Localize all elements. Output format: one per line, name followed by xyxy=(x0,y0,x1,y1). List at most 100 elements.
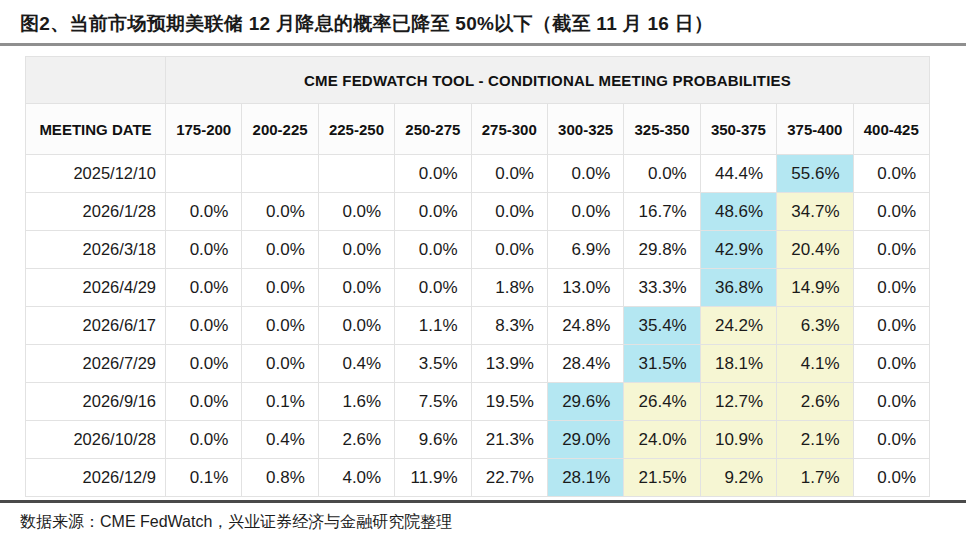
meeting-date-cell: 2026/9/16 xyxy=(26,383,166,421)
probability-cell xyxy=(318,155,394,193)
probability-cell: 4.1% xyxy=(777,345,853,383)
probability-cell: 0.4% xyxy=(242,421,318,459)
probability-cell xyxy=(166,155,242,193)
band-row: CME FEDWATCH TOOL - CONDITIONAL MEETING … xyxy=(26,57,930,104)
probability-cell: 16.7% xyxy=(624,193,700,231)
probability-cell: 0.0% xyxy=(853,345,929,383)
probability-cell: 0.0% xyxy=(166,193,242,231)
probability-cell: 18.1% xyxy=(700,345,776,383)
rate-range-header: 325-350 xyxy=(624,104,700,155)
table-row: 2026/4/290.0%0.0%0.0%0.0%1.8%13.0%33.3%3… xyxy=(26,269,930,307)
probability-cell: 2.1% xyxy=(777,421,853,459)
probability-cell: 3.5% xyxy=(395,345,471,383)
rate-range-header: 350-375 xyxy=(700,104,776,155)
fedwatch-probability-table: CME FEDWATCH TOOL - CONDITIONAL MEETING … xyxy=(25,56,930,497)
probability-cell: 29.6% xyxy=(547,383,623,421)
probability-cell: 44.4% xyxy=(700,155,776,193)
probability-cell: 31.5% xyxy=(624,345,700,383)
probability-cell: 0.0% xyxy=(624,155,700,193)
probability-cell: 13.9% xyxy=(471,345,547,383)
probability-cell: 34.7% xyxy=(777,193,853,231)
probability-cell: 19.5% xyxy=(471,383,547,421)
probability-cell: 1.8% xyxy=(471,269,547,307)
probability-cell: 24.2% xyxy=(700,307,776,345)
probability-cell: 0.0% xyxy=(853,421,929,459)
probability-cell: 0.0% xyxy=(318,269,394,307)
probability-cell: 21.3% xyxy=(471,421,547,459)
probability-cell: 12.7% xyxy=(700,383,776,421)
probability-cell: 0.0% xyxy=(853,155,929,193)
probability-cell: 1.1% xyxy=(395,307,471,345)
meeting-date-cell: 2026/6/17 xyxy=(26,307,166,345)
probability-cell: 36.8% xyxy=(700,269,776,307)
meeting-date-header: MEETING DATE xyxy=(26,104,166,155)
probability-cell: 0.1% xyxy=(242,383,318,421)
probability-cell: 9.6% xyxy=(395,421,471,459)
probability-cell: 0.0% xyxy=(853,231,929,269)
probability-cell: 0.0% xyxy=(395,155,471,193)
rate-range-header: 225-250 xyxy=(318,104,394,155)
table-row: 2026/9/160.0%0.1%1.6%7.5%19.5%29.6%26.4%… xyxy=(26,383,930,421)
probability-cell: 0.1% xyxy=(166,459,242,497)
probability-cell: 1.6% xyxy=(318,383,394,421)
probability-cell: 35.4% xyxy=(624,307,700,345)
probability-cell: 21.5% xyxy=(624,459,700,497)
probability-cell: 26.4% xyxy=(624,383,700,421)
probability-cell: 0.0% xyxy=(242,231,318,269)
probability-cell: 2.6% xyxy=(777,383,853,421)
meeting-date-cell: 2026/4/29 xyxy=(26,269,166,307)
report-figure: 图2、当前市场预期美联储 12 月降息的概率已降至 50%以下（截至 11 月 … xyxy=(0,0,966,533)
table-row: 2025/12/100.0%0.0%0.0%0.0%44.4%55.6%0.0% xyxy=(26,155,930,193)
table-row: 2026/7/290.0%0.0%0.4%3.5%13.9%28.4%31.5%… xyxy=(26,345,930,383)
rate-range-header: 275-300 xyxy=(471,104,547,155)
rate-range-header: 400-425 xyxy=(853,104,929,155)
column-header-row: MEETING DATE 175-200200-225225-250250-27… xyxy=(26,104,930,155)
probability-cell: 0.0% xyxy=(166,345,242,383)
probability-cell: 9.2% xyxy=(700,459,776,497)
probability-cell: 0.0% xyxy=(471,231,547,269)
probability-cell: 0.0% xyxy=(547,193,623,231)
probability-cell: 8.3% xyxy=(471,307,547,345)
probability-cell: 0.0% xyxy=(166,421,242,459)
probability-cell: 0.0% xyxy=(242,307,318,345)
probability-cell: 28.1% xyxy=(547,459,623,497)
probability-cell: 0.0% xyxy=(395,269,471,307)
table-row: 2026/12/90.1%0.8%4.0%11.9%22.7%28.1%21.5… xyxy=(26,459,930,497)
probability-cell: 55.6% xyxy=(777,155,853,193)
probability-cell: 0.8% xyxy=(242,459,318,497)
probability-cell: 6.9% xyxy=(547,231,623,269)
probability-cell: 0.0% xyxy=(547,155,623,193)
probability-cell: 33.3% xyxy=(624,269,700,307)
rate-range-header: 175-200 xyxy=(166,104,242,155)
rate-range-header: 250-275 xyxy=(395,104,471,155)
probability-cell: 7.5% xyxy=(395,383,471,421)
source-note: 数据来源：CME FedWatch，兴业证券经济与金融研究院整理 xyxy=(0,503,966,533)
probability-cell: 2.6% xyxy=(318,421,394,459)
meeting-date-cell: 2026/7/29 xyxy=(26,345,166,383)
probability-cell: 0.0% xyxy=(471,193,547,231)
probability-cell: 0.4% xyxy=(318,345,394,383)
probability-cell: 24.0% xyxy=(624,421,700,459)
table-band-title: CME FEDWATCH TOOL - CONDITIONAL MEETING … xyxy=(166,57,930,104)
probability-cell: 0.0% xyxy=(853,269,929,307)
probability-cell: 29.0% xyxy=(547,421,623,459)
probability-cell: 29.8% xyxy=(624,231,700,269)
probability-cell: 6.3% xyxy=(777,307,853,345)
table-row: 2026/3/180.0%0.0%0.0%0.0%0.0%6.9%29.8%42… xyxy=(26,231,930,269)
table-row: 2026/6/170.0%0.0%0.0%1.1%8.3%24.8%35.4%2… xyxy=(26,307,930,345)
corner-cell xyxy=(26,57,166,104)
meeting-date-cell: 2026/10/28 xyxy=(26,421,166,459)
probability-cell: 48.6% xyxy=(700,193,776,231)
probability-cell: 1.7% xyxy=(777,459,853,497)
rate-range-header: 375-400 xyxy=(777,104,853,155)
meeting-date-cell: 2026/3/18 xyxy=(26,231,166,269)
meeting-date-cell: 2026/1/28 xyxy=(26,193,166,231)
figure-title: 图2、当前市场预期美联储 12 月降息的概率已降至 50%以下（截至 11 月 … xyxy=(0,0,966,35)
rate-range-header: 300-325 xyxy=(547,104,623,155)
probability-cell xyxy=(242,155,318,193)
probability-cell: 13.0% xyxy=(547,269,623,307)
probability-cell: 0.0% xyxy=(166,307,242,345)
probability-cell: 14.9% xyxy=(777,269,853,307)
title-divider xyxy=(0,43,966,46)
probability-cell: 0.0% xyxy=(395,231,471,269)
